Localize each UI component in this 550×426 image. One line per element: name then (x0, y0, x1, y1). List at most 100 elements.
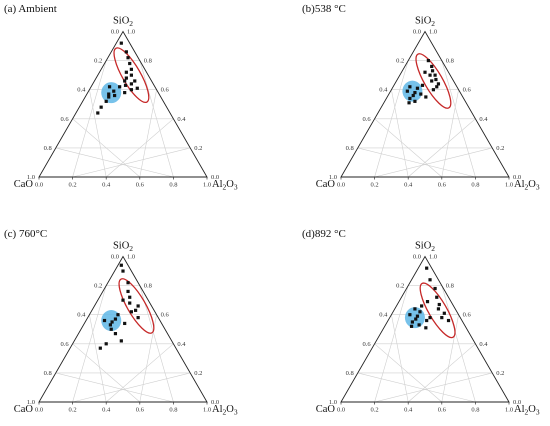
tick-label-left: 0.8 (346, 145, 354, 152)
tick-label-bottom: 0.4 (404, 182, 413, 189)
tick-label-left: 0.6 (60, 116, 69, 123)
data-point (408, 313, 412, 317)
grid-line (374, 118, 442, 178)
tick-label-right: 0.2 (496, 145, 504, 152)
data-point (442, 311, 446, 315)
tick-label-bottom: 0.0 (337, 182, 345, 189)
tick-label-bottom: 0.4 (404, 407, 413, 414)
apex-label-sio2: SiO2 (113, 241, 133, 254)
tick-label-right: 0.0 (513, 174, 521, 181)
data-point (433, 286, 437, 291)
ternary-panel-1: 0.0 0.0 0.0 0.2 0.2 0.2 0.4 0.4 0.4 0.6 0.6 0.6 0.8 0… (4, 3, 238, 192)
grid-line (55, 372, 174, 403)
tick-label-left: 0.0 (111, 29, 119, 36)
data-point (425, 300, 430, 304)
data-point (112, 89, 116, 93)
apex-label-sio2: SiO2 (113, 16, 133, 29)
grid-line (106, 343, 174, 403)
grid-line (72, 372, 191, 403)
tick-label-bottom: 0.6 (438, 182, 447, 189)
tick-label-right: 0.2 (194, 145, 202, 152)
data-point (419, 92, 423, 96)
tick-label-bottom: 0.0 (35, 182, 43, 189)
grid-line (441, 314, 459, 403)
data-point (430, 64, 434, 69)
data-point (129, 88, 133, 92)
tick-label-left: 0.2 (94, 283, 102, 290)
data-point (135, 86, 139, 90)
data-point (425, 318, 429, 323)
data-point (430, 79, 434, 83)
corner-label-al2o3: Al2O3 (514, 179, 540, 192)
grid-line (72, 118, 140, 178)
corner-label-al2o3: Al2O3 (212, 179, 238, 192)
data-point (119, 263, 123, 267)
data-point (98, 346, 102, 350)
tick-label-left: 0.2 (396, 58, 404, 65)
data-point (408, 85, 412, 89)
tick-label-bottom: 0.6 (438, 407, 447, 414)
data-point (104, 342, 108, 346)
tick-label-right: 0.6 (463, 87, 472, 94)
grid-line (72, 147, 191, 178)
tick-label-right: 0.0 (211, 174, 219, 181)
tick-label-right: 0.4 (177, 116, 186, 123)
data-point (126, 56, 130, 60)
data-point (428, 316, 432, 320)
data-point (99, 105, 103, 109)
data-point (134, 308, 138, 312)
tick-label-left: 0.6 (60, 341, 69, 348)
grid-lines (357, 60, 493, 178)
tick-label-right: 0.0 (211, 399, 219, 406)
grid-line (391, 314, 409, 403)
data-point (415, 314, 420, 318)
data-point (107, 85, 112, 89)
data-point (440, 316, 444, 320)
tick-label-left: 0.2 (94, 58, 102, 65)
grid-line (441, 89, 459, 178)
data-points (408, 266, 451, 330)
data-point (408, 96, 412, 101)
data-points (96, 41, 139, 115)
grid-line (374, 343, 442, 403)
tick-label-left: 0.4 (379, 87, 388, 94)
panel-label: (d)892 °C (302, 228, 346, 240)
tick-label-right: 1.0 (429, 29, 437, 36)
tick-label-bottom: 0.0 (337, 407, 345, 414)
data-point (136, 304, 140, 308)
corner-label-al2o3: Al2O3 (212, 404, 238, 417)
ternary-panel-4: 0.0 0.0 0.0 0.2 0.2 0.2 0.4 0.4 0.4 0.6 0.6 0.6 0.8 0… (302, 228, 540, 417)
tick-label-bottom: 0.6 (136, 407, 145, 414)
grid-line (139, 285, 174, 403)
cluster-region-blue (101, 82, 122, 104)
cluster-region-red (419, 282, 456, 339)
data-point (129, 67, 133, 71)
tick-label-left: 0.8 (44, 370, 52, 377)
data-point (113, 93, 117, 98)
data-point (119, 41, 123, 45)
data-point (126, 281, 130, 285)
tick-label-left: 1.0 (27, 174, 35, 181)
tick-label-left: 0.0 (111, 254, 119, 261)
tick-label-right: 1.0 (127, 254, 135, 261)
corner-label-cao: CaO (316, 179, 336, 190)
data-point (129, 310, 133, 314)
data-point (431, 88, 435, 92)
tick-label-bottom: 0.4 (102, 407, 111, 414)
tick-label-right: 0.8 (144, 58, 152, 65)
data-point (110, 320, 114, 324)
tick-label-right: 1.0 (127, 29, 135, 36)
data-point (417, 323, 421, 327)
triangle-frame (340, 30, 510, 178)
data-point (121, 269, 125, 273)
tick-label-right: 0.2 (496, 370, 504, 377)
data-point (420, 83, 425, 87)
data-point (435, 295, 439, 299)
grid-line (89, 314, 107, 403)
data-point (430, 69, 435, 73)
apex-label-sio2: SiO2 (415, 16, 435, 29)
corner-label-cao: CaO (14, 404, 34, 415)
data-point (113, 332, 118, 336)
tick-label-right: 0.8 (446, 283, 454, 290)
data-point (409, 324, 414, 328)
